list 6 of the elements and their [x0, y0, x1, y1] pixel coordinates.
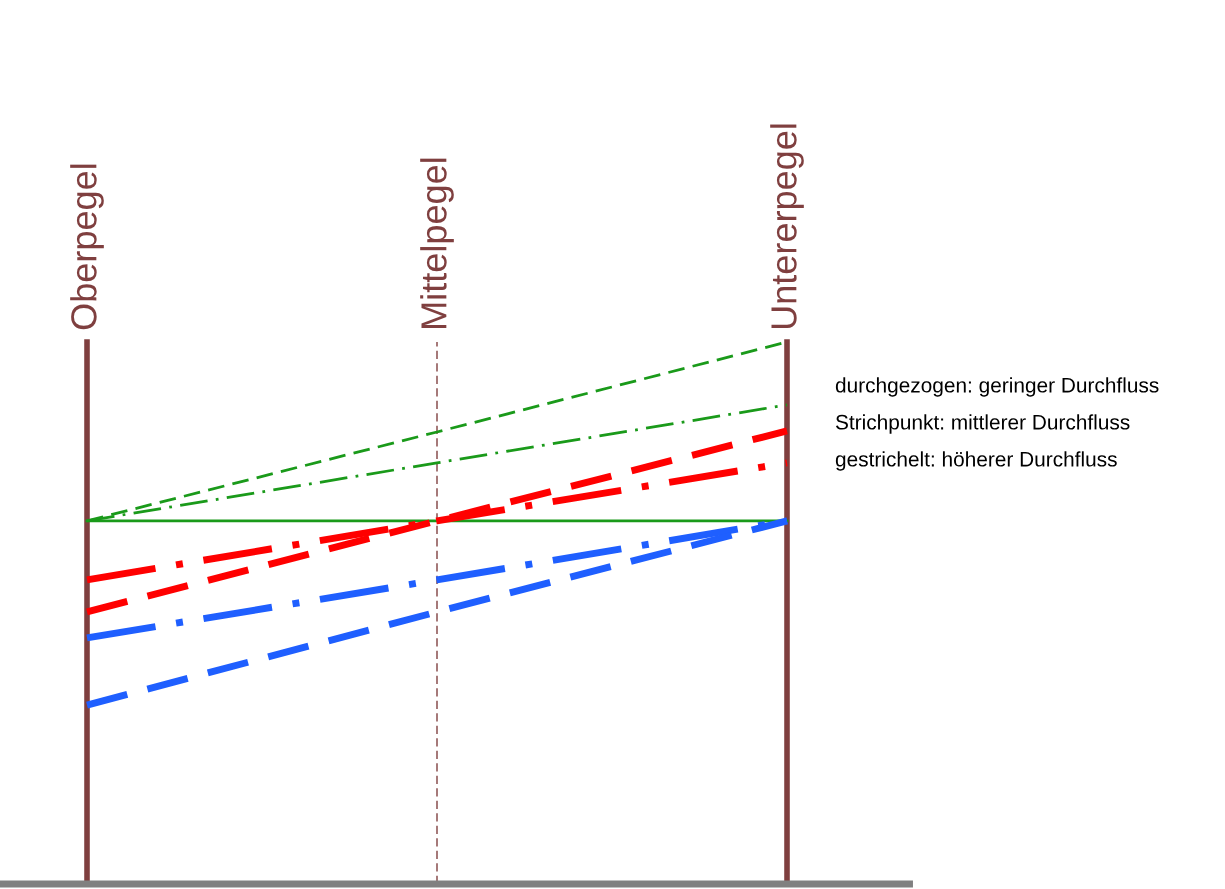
- annotation: gestrichelt: höherer Durchfluss: [835, 451, 1117, 471]
- annotation: durchgezogen: geringer Durchfluss: [835, 377, 1159, 397]
- x-tick-label: Oberpegel: [70, 164, 104, 330]
- annotation: Strichpunkt: mittlerer Durchfluss: [835, 414, 1130, 434]
- x-tick-label: Mittelpegel: [420, 158, 454, 328]
- x-tick-label: Untererpegel: [770, 124, 804, 329]
